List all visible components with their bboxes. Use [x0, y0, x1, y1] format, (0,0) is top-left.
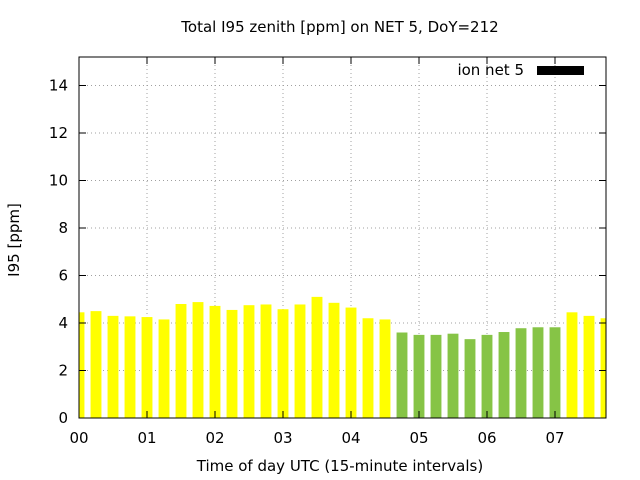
y-tick-label: 10: [49, 172, 68, 190]
legend: ion net 5: [457, 61, 584, 79]
bar: [328, 302, 340, 418]
x-tick-label: 01: [137, 429, 156, 447]
grid: [79, 57, 606, 418]
x-tick-label: 00: [69, 429, 88, 447]
y-tick-label: 0: [58, 409, 68, 427]
bar: [583, 315, 595, 418]
bar: [464, 339, 476, 418]
bar: [600, 318, 606, 418]
bar: [209, 305, 221, 418]
y-tick-label: 14: [49, 77, 68, 95]
legend-label: ion net 5: [457, 61, 524, 79]
x-tick-label: 05: [409, 429, 428, 447]
y-tick-label: 4: [58, 314, 68, 332]
x-tick-label: 04: [341, 429, 360, 447]
chart-title: Total I95 zenith [ppm] on NET 5, DoY=212: [180, 18, 498, 36]
bar: [141, 317, 153, 418]
x-tick-label: 02: [205, 429, 224, 447]
bar: [311, 296, 323, 418]
bar: [362, 318, 374, 418]
bar: [549, 327, 561, 418]
legend-swatch: [537, 66, 584, 75]
y-tick-label: 6: [58, 267, 68, 285]
y-axis-label: I95 [ppm]: [5, 203, 23, 277]
bar: [192, 302, 204, 418]
bars: [79, 296, 606, 418]
bar: [481, 334, 493, 418]
bar: [430, 334, 442, 418]
bar: [345, 307, 357, 418]
x-tick-label: 07: [545, 429, 564, 447]
x-tick-label: 03: [273, 429, 292, 447]
y-tick-label: 8: [58, 219, 68, 237]
bar: [158, 319, 170, 418]
bar: [447, 333, 459, 418]
bar: [379, 319, 391, 418]
x-axis-label: Time of day UTC (15-minute intervals): [196, 457, 483, 475]
bar: [124, 316, 136, 418]
bar: [260, 304, 272, 418]
bar: [294, 304, 306, 418]
bar: [243, 305, 255, 418]
bar: [566, 312, 578, 418]
bar: [413, 334, 425, 418]
bar: [79, 312, 85, 418]
bar: [107, 315, 119, 418]
bar: [90, 311, 102, 418]
bar: [226, 309, 238, 418]
y-tick-label: 2: [58, 362, 68, 380]
bar: [498, 332, 510, 418]
bar: [532, 327, 544, 418]
bar: [396, 332, 408, 418]
plot-frame: [78, 56, 607, 419]
bar: [277, 309, 289, 418]
bar: [175, 304, 187, 418]
bar: [515, 328, 527, 418]
x-tick-label: 06: [477, 429, 496, 447]
y-tick-label: 12: [49, 124, 68, 142]
